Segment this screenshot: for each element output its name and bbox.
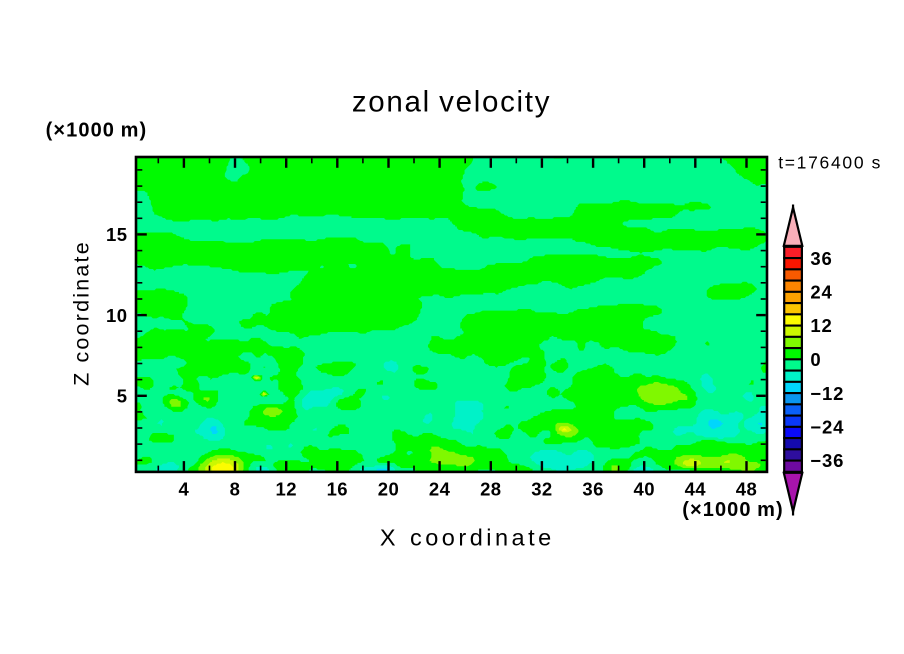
svg-text:24: 24 bbox=[429, 479, 451, 500]
svg-text:36: 36 bbox=[810, 248, 832, 269]
svg-text:4: 4 bbox=[179, 479, 190, 500]
svg-text:(×1000 m): (×1000 m) bbox=[46, 120, 148, 142]
svg-text:8: 8 bbox=[230, 479, 241, 500]
svg-text:t=176400 s: t=176400 s bbox=[778, 153, 882, 173]
svg-text:−12: −12 bbox=[810, 383, 844, 404]
svg-text:Z coordinate: Z coordinate bbox=[70, 240, 94, 386]
svg-text:(×1000 m): (×1000 m) bbox=[682, 499, 784, 521]
svg-text:12: 12 bbox=[276, 479, 297, 500]
svg-text:−24: −24 bbox=[810, 417, 844, 438]
svg-text:28: 28 bbox=[480, 479, 501, 500]
svg-text:48: 48 bbox=[736, 479, 757, 500]
svg-text:12: 12 bbox=[810, 315, 832, 336]
svg-text:20: 20 bbox=[378, 479, 399, 500]
svg-text:24: 24 bbox=[810, 282, 832, 303]
svg-text:10: 10 bbox=[106, 305, 127, 326]
svg-text:−36: −36 bbox=[810, 450, 844, 471]
svg-text:5: 5 bbox=[117, 385, 128, 406]
svg-text:15: 15 bbox=[106, 224, 127, 245]
svg-text:44: 44 bbox=[685, 479, 707, 500]
svg-text:36: 36 bbox=[582, 479, 603, 500]
svg-text:32: 32 bbox=[531, 479, 552, 500]
svg-text:X coordinate: X coordinate bbox=[380, 525, 555, 551]
svg-text:zonal velocity: zonal velocity bbox=[352, 86, 551, 119]
svg-text:0: 0 bbox=[810, 349, 821, 370]
svg-text:16: 16 bbox=[327, 479, 348, 500]
svg-text:40: 40 bbox=[634, 479, 655, 500]
